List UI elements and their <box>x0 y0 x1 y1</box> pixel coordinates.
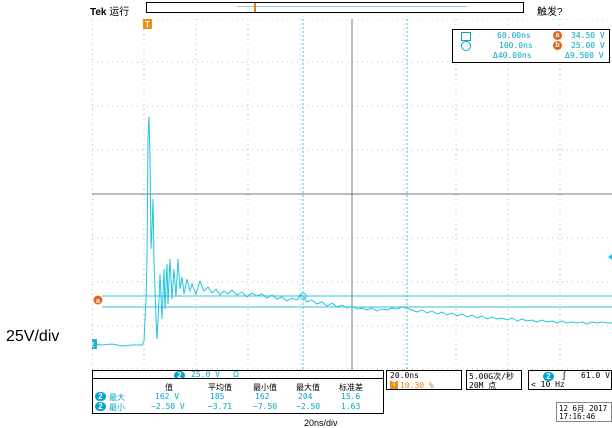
time-display: 17:16:46 <box>559 412 596 421</box>
record-trigger-marker <box>254 3 256 12</box>
stats-cell: 1.63 <box>341 402 361 411</box>
trigger-position-percent: 10.30 % <box>400 381 434 390</box>
horizontal-scale-annotation: 20ns/div <box>304 418 338 428</box>
record-length: 20M 点 <box>469 381 497 390</box>
record-overview[interactable] <box>146 2 524 13</box>
stats-row-min: 2 最小 −2.50 V −3.71 −7.50 −2.50 1.63 <box>95 402 381 412</box>
stats-cell: −7.50 <box>253 402 278 411</box>
trigger-source-badge: 2 <box>543 372 554 381</box>
channel-2-badge: 2 <box>174 371 185 380</box>
cursor-b-badge: b <box>553 41 562 50</box>
brand-logo: Tek <box>90 7 107 18</box>
stats-cell: 204 <box>298 392 313 401</box>
vertical-scale-annotation: 25V/div <box>6 328 60 345</box>
channel-2-ground-marker[interactable]: 2 <box>92 339 97 349</box>
stats-row-max: 2 最大 162 V 185 162 204 15.6 <box>95 392 381 402</box>
trigger-panel[interactable]: 2 ∫ 61.0 V < 10 Hz <box>528 370 612 390</box>
trigger-position-icon: T <box>390 381 398 389</box>
datetime-panel: 12 6月 2017 17:16:46 <box>556 402 612 422</box>
channel-2-coupling: Ω <box>233 370 239 379</box>
reference-a-marker[interactable]: a <box>93 295 103 306</box>
stats-row-name: 最大 <box>109 393 125 402</box>
acquisition-panel[interactable]: 5.00G次/秒 20M 点 <box>466 370 522 390</box>
trigger-frequency: < 10 Hz <box>531 380 565 389</box>
stats-cell: −3.71 <box>208 402 233 411</box>
cursor-b-value: 25.00 V <box>571 41 605 50</box>
trigger-position-marker[interactable]: T <box>143 19 152 29</box>
cursor-a-value: 34.50 V <box>571 31 605 40</box>
ref-a-label: a <box>96 298 100 305</box>
run-state: 运行 <box>109 7 130 18</box>
stats-row-name: 最小 <box>109 403 125 412</box>
trigger-level: 61.0 V <box>581 371 610 380</box>
stats-row-ch-badge: 2 <box>95 402 106 411</box>
channel-2-waveform <box>92 116 612 347</box>
trigger-marker-label: T <box>145 20 150 29</box>
timebase-scale: 20.0ns <box>390 371 419 380</box>
brand-run-state: Tek 运行 <box>90 3 129 18</box>
cursor-t2: 100.0ns <box>499 41 533 50</box>
horizontal-cursors[interactable] <box>102 295 612 308</box>
cursor-readout-panel: 60.00ns a 34.50 V 100.0ns b 25.00 V Δ40.… <box>452 29 610 63</box>
stats-header-min: 最小值 <box>253 383 277 392</box>
waveform-graticule: T a 2 <box>92 19 612 370</box>
cursor-t1: 60.00ns <box>497 31 531 40</box>
vertical-cursors[interactable] <box>302 19 408 370</box>
stats-cell: 162 <box>255 392 270 401</box>
square-cursor-icon <box>461 32 471 41</box>
trigger-level-marker[interactable] <box>608 254 612 260</box>
circle-cursor-icon <box>461 41 471 51</box>
channel-scale-panel[interactable]: 2 25.0 V Ω <box>92 370 384 380</box>
stats-row-ch-badge: 2 <box>95 392 106 401</box>
top-bar: Tek 运行 触发? <box>90 0 612 19</box>
stats-header-value: 值 <box>165 383 173 392</box>
sample-rate: 5.00G次/秒 <box>469 372 514 381</box>
stats-cell: 15.6 <box>341 392 361 401</box>
cursor-delta-v: Δ9.500 V <box>565 51 604 60</box>
date-display: 12 6月 2017 <box>559 404 608 413</box>
stats-cell: 185 <box>210 392 225 401</box>
cursor-delta-t: Δ40.00ns <box>493 51 532 60</box>
trigger-state: 触发? <box>537 7 563 18</box>
stats-cell: −2.50 <box>296 402 321 411</box>
cursor-a-badge: a <box>553 31 562 40</box>
stats-header-stddev: 标准差 <box>339 383 363 392</box>
stats-cell: 162 V <box>155 392 180 401</box>
timebase-panel[interactable]: 20.0ns T 10.30 % <box>386 370 462 390</box>
ch2-marker-label: 2 <box>92 342 94 349</box>
record-view-window <box>237 6 467 10</box>
channel-2-scale: 25.0 V <box>191 370 220 379</box>
trigger-slope-icon: ∫ <box>563 370 566 380</box>
stats-header-max: 最大值 <box>296 383 320 392</box>
stats-cell: −2.50 V <box>151 402 185 411</box>
graticule-center-axes <box>92 19 612 370</box>
cursor-intersection <box>299 292 307 300</box>
measurement-stats-table: 值 平均值 最小值 最大值 标准差 2 最大 162 V 185 162 204… <box>92 378 384 414</box>
stats-header-mean: 平均值 <box>208 383 232 392</box>
